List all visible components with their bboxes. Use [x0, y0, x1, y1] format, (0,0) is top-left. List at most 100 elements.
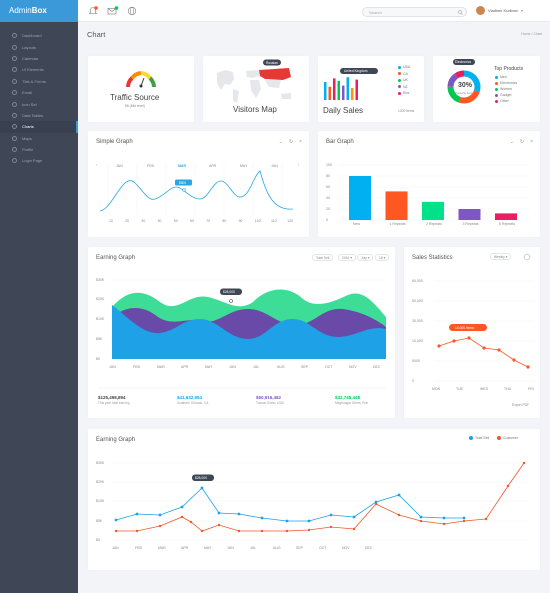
- point: [397, 493, 401, 497]
- bell-icon[interactable]: [88, 6, 98, 16]
- legend-label: Customer: [503, 436, 519, 440]
- sidebar-item-label: UI Elements: [22, 67, 44, 73]
- point: [237, 529, 241, 533]
- legend-dot: [398, 78, 401, 82]
- sidebar-item-profile[interactable]: Profile: [0, 144, 78, 155]
- user-menu[interactable]: Vladimir Kudinov ▾: [476, 6, 523, 15]
- point: [482, 346, 486, 350]
- refresh-icon[interactable]: ↻: [288, 139, 294, 145]
- y-tick: 20: [326, 207, 330, 211]
- bar-graph-title: Bar Graph: [326, 139, 354, 145]
- x-tick: MON: [432, 387, 441, 391]
- tooltip-box: [175, 179, 192, 186]
- point: [467, 336, 471, 340]
- donut-percent: 30%: [458, 82, 473, 89]
- breadcrumb[interactable]: Home / Chart: [521, 32, 542, 36]
- daily-sales-card: United Kingdom USA CA UK NZ Rus Daily Sales …: [318, 56, 424, 122]
- y-tick: 100: [326, 163, 332, 167]
- sidebar-item-data-tables[interactable]: Data Tables: [0, 110, 78, 121]
- y-tick: $0: [96, 538, 100, 542]
- legend-item: Customer: [497, 436, 518, 440]
- sidebar-item-ui-elements[interactable]: UI Elements: [0, 64, 78, 75]
- map-tooltip: Russian: [266, 61, 278, 65]
- earning-area-chart: [98, 279, 386, 389]
- point: [526, 365, 530, 369]
- y-tick: 0: [326, 218, 328, 222]
- legend-dot: [495, 93, 498, 97]
- stat-desc: This year total earning: [98, 401, 130, 405]
- stat-desc: Tucson Estho, USA: [256, 401, 284, 405]
- export-pdf-link[interactable]: Export PDF: [512, 403, 530, 407]
- point: [135, 529, 139, 533]
- point: [135, 512, 139, 516]
- month-label: JAN: [116, 164, 123, 168]
- x-tick: JUN: [229, 365, 236, 369]
- x-tick: FEB: [133, 365, 140, 369]
- bar: [458, 209, 481, 220]
- x-tick: DEC: [365, 546, 373, 550]
- legend-dot: [495, 99, 498, 103]
- point: [512, 358, 516, 362]
- month-label: JUN: [271, 164, 278, 168]
- globe-icon[interactable]: [127, 6, 137, 16]
- legend-label: USA: [403, 65, 411, 69]
- y-tick: $20K: [96, 297, 105, 301]
- brand-logo[interactable]: AdminBox: [0, 0, 78, 22]
- point: [237, 512, 241, 516]
- search-input[interactable]: Search: [362, 7, 467, 17]
- stat-block: $41,632,954 Southern Orlando, CA: [177, 395, 208, 405]
- search-icon[interactable]: [458, 10, 463, 15]
- donut-sub: Products Items: [455, 91, 474, 95]
- x-tick: 30: [141, 219, 146, 223]
- filter-day[interactable]: 18 ▾: [375, 254, 390, 261]
- legend-label: Men: [500, 75, 507, 79]
- legend-item: Gadget: [495, 93, 511, 97]
- top-products-title: Top Products: [494, 66, 524, 72]
- close-icon[interactable]: ×: [299, 139, 302, 145]
- gauge-icon: [126, 71, 156, 88]
- filter-month[interactable]: July ▾: [357, 254, 374, 261]
- filter-total-sell[interactable]: Total Sell: [312, 254, 334, 261]
- x-tick: APR: [181, 365, 189, 369]
- sidebar-item-layouts[interactable]: Layouts: [0, 41, 78, 52]
- point: [442, 516, 446, 520]
- sidebar-item-calendar[interactable]: Calendar: [0, 53, 78, 64]
- sidebar-item-charts[interactable]: Charts: [0, 121, 78, 133]
- y-tick: 60,000: [412, 279, 423, 283]
- sidebar-item-maps[interactable]: Maps: [0, 133, 78, 144]
- bar: [422, 201, 444, 220]
- bar-chart: [338, 164, 530, 221]
- tooltip-box: [192, 474, 214, 481]
- world-map: [217, 59, 291, 103]
- legend-label: Other: [500, 99, 509, 103]
- point: [437, 344, 441, 348]
- close-icon[interactable]: ×: [530, 139, 533, 145]
- filter-year[interactable]: 2016 ▾: [338, 254, 356, 261]
- stat-block: $32,745,448 Meghnagar Street, Ruh: [335, 395, 368, 405]
- sidebar-item-email[interactable]: Email: [0, 87, 78, 98]
- legend-item: Rus: [398, 91, 409, 95]
- legend-label: Electronics: [500, 81, 518, 85]
- legend-label: Women: [500, 87, 512, 91]
- y-tick: 30,000: [412, 319, 423, 323]
- sidebar-item-icon-set[interactable]: Icon Set: [0, 98, 78, 109]
- point: [522, 461, 526, 465]
- menu-item-icon: [12, 112, 17, 118]
- mail-icon[interactable]: [107, 6, 119, 16]
- sidebar-item-label: Login Page: [22, 158, 43, 164]
- menu-item-icon: [12, 101, 17, 107]
- visitors-map-card: Russian Visitors Map: [203, 56, 309, 122]
- refresh-icon[interactable]: ↻: [519, 139, 525, 145]
- sidebar-item-dashboard[interactable]: Dashboard: [0, 30, 78, 41]
- point: [374, 502, 378, 506]
- legend-dot: [398, 91, 401, 95]
- chevron-down-icon[interactable]: ⌄: [278, 139, 283, 145]
- x-tick: 10: [109, 219, 113, 223]
- user-name: Vladimir Kudinov: [488, 8, 519, 13]
- filter-weekly[interactable]: Weekly ▾: [490, 253, 512, 260]
- sidebar-item-login-page[interactable]: Login Page: [0, 155, 78, 166]
- sidebar-item-tbls-forms[interactable]: Tbls & Forms: [0, 76, 78, 87]
- legend-item: Electronics: [495, 81, 517, 85]
- chevron-down-icon[interactable]: ⌄: [509, 139, 514, 145]
- y-tick: $5K: [96, 337, 103, 341]
